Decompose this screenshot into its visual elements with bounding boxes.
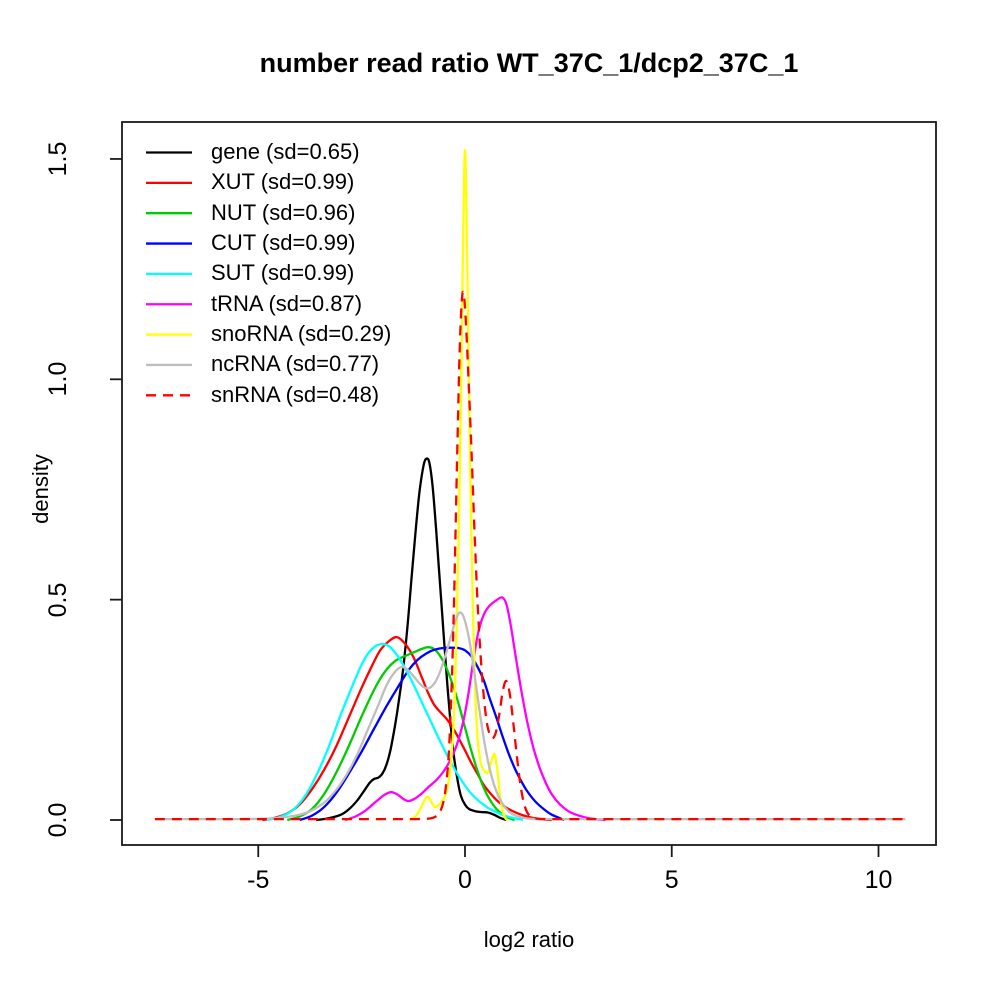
legend-label-ncRNA: ncRNA (sd=0.77) [211,351,380,377]
curve-SUT [266,642,524,822]
x-tick-label: -5 [247,866,270,894]
legend-label-NUT: NUT (sd=0.96) [211,199,356,225]
curve-gene [315,457,507,822]
x-tick-label: 0 [458,866,472,894]
x-tick-label: 5 [664,866,679,894]
legend-label-tRNA: tRNA (sd=0.87) [211,290,363,316]
curve-ncRNA [154,611,906,821]
x-tick-label: 10 [864,866,893,894]
legend-label-CUT: CUT (sd=0.99) [211,230,356,256]
y-tick-label: 1.5 [44,141,72,177]
legend-label-SUT: SUT (sd=0.99) [211,260,355,286]
legend-label-snRNA: snRNA (sd=0.48) [211,381,380,407]
y-tick-label: 0.0 [44,802,72,838]
plot-box [121,121,937,846]
curve-snoRNA [408,148,509,822]
x-axis-title: log2 ratio [483,927,575,952]
curves-group [154,148,906,822]
legend-label-XUT: XUT (sd=0.99) [211,169,355,195]
curve-CUT [299,646,565,822]
y-tick-label: 0.5 [44,582,72,618]
chart-title: number read ratio WT_37C_1/dcp2_37C_1 [259,48,799,78]
curve-snRNA [154,290,906,821]
curve-NUT [286,646,516,822]
y-tick-label: 1.0 [44,361,72,397]
legend-label-gene: gene (sd=0.65) [211,139,360,164]
curve-XUT [262,635,552,822]
legend-label-snoRNA: snoRNA (sd=0.29) [211,321,392,347]
y-axis-title: density [28,454,53,524]
curve-tRNA [344,596,606,822]
